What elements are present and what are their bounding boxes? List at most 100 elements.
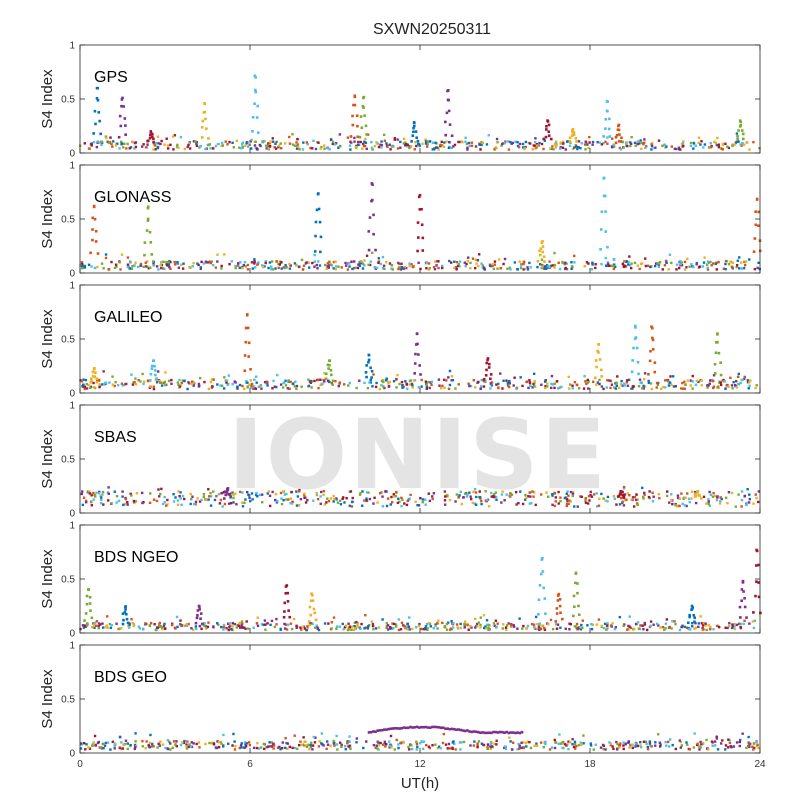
data-point bbox=[572, 133, 576, 136]
data-point bbox=[600, 492, 603, 496]
data-point bbox=[205, 498, 208, 502]
data-point bbox=[691, 625, 694, 628]
data-point bbox=[279, 491, 283, 495]
data-point bbox=[466, 259, 470, 263]
data-point bbox=[254, 90, 258, 94]
data-point bbox=[602, 135, 605, 138]
data-point bbox=[385, 142, 388, 145]
data-point bbox=[330, 264, 334, 267]
data-point bbox=[208, 495, 211, 498]
data-point bbox=[363, 264, 366, 267]
data-point bbox=[504, 140, 507, 143]
data-point bbox=[629, 141, 632, 144]
data-point bbox=[248, 743, 252, 747]
data-point bbox=[175, 740, 178, 743]
data-point bbox=[738, 119, 742, 122]
data-point bbox=[400, 742, 403, 745]
data-point bbox=[642, 143, 645, 146]
data-point bbox=[472, 730, 476, 733]
data-point bbox=[420, 378, 423, 382]
data-point bbox=[477, 621, 480, 624]
data-point bbox=[408, 264, 411, 268]
data-point bbox=[526, 624, 530, 628]
data-point bbox=[153, 144, 157, 147]
data-point bbox=[406, 627, 409, 631]
data-point bbox=[84, 378, 88, 382]
data-point bbox=[355, 737, 359, 740]
data-point bbox=[452, 145, 455, 148]
data-point bbox=[320, 145, 323, 149]
data-point bbox=[177, 383, 180, 387]
data-point bbox=[568, 499, 571, 502]
data-point bbox=[731, 387, 734, 390]
data-point bbox=[121, 490, 124, 493]
data-point bbox=[182, 741, 186, 745]
data-point bbox=[575, 625, 578, 628]
data-point bbox=[361, 262, 365, 266]
data-point bbox=[419, 373, 422, 376]
data-point bbox=[674, 385, 677, 388]
data-point bbox=[248, 143, 251, 146]
data-point bbox=[516, 748, 519, 751]
data-point bbox=[219, 498, 223, 502]
data-point bbox=[709, 627, 712, 631]
data-point bbox=[369, 260, 372, 263]
data-point bbox=[754, 493, 758, 496]
data-point bbox=[370, 369, 374, 373]
data-point bbox=[448, 747, 452, 750]
data-point bbox=[649, 620, 653, 623]
panel-background bbox=[80, 645, 760, 753]
data-point bbox=[657, 492, 661, 496]
data-point bbox=[414, 141, 417, 144]
data-point bbox=[358, 135, 362, 139]
data-point bbox=[89, 380, 93, 384]
data-point bbox=[707, 384, 710, 387]
data-point bbox=[338, 133, 342, 136]
data-point bbox=[400, 621, 404, 625]
data-point bbox=[546, 385, 549, 388]
data-point bbox=[124, 124, 127, 127]
data-point bbox=[247, 341, 251, 345]
data-point bbox=[315, 493, 319, 497]
data-point bbox=[288, 387, 291, 391]
data-point bbox=[88, 747, 92, 750]
data-point bbox=[176, 381, 180, 384]
data-point bbox=[306, 498, 309, 502]
data-point bbox=[490, 491, 493, 495]
data-point bbox=[428, 140, 432, 143]
data-point bbox=[398, 727, 401, 730]
data-point bbox=[409, 493, 412, 497]
data-point bbox=[572, 594, 576, 598]
data-point bbox=[338, 499, 342, 503]
data-point bbox=[520, 741, 523, 745]
data-point bbox=[198, 500, 202, 503]
data-point bbox=[157, 268, 160, 271]
data-point bbox=[285, 492, 288, 496]
data-point bbox=[317, 207, 321, 211]
data-point bbox=[329, 744, 332, 747]
data-point bbox=[579, 146, 582, 150]
data-point bbox=[105, 624, 109, 627]
data-point bbox=[574, 572, 578, 575]
data-point bbox=[713, 494, 717, 498]
data-point bbox=[659, 743, 662, 746]
data-point bbox=[592, 493, 596, 496]
data-point bbox=[397, 743, 400, 746]
data-point bbox=[504, 626, 508, 629]
data-point bbox=[238, 383, 242, 387]
data-point bbox=[585, 261, 589, 264]
data-point bbox=[145, 740, 148, 743]
data-point bbox=[466, 493, 469, 496]
data-point bbox=[565, 744, 568, 747]
data-point bbox=[544, 740, 547, 744]
data-point bbox=[664, 379, 667, 382]
data-point bbox=[337, 265, 340, 268]
data-point bbox=[695, 261, 699, 265]
data-point bbox=[270, 265, 273, 268]
data-point bbox=[602, 176, 606, 180]
data-point bbox=[128, 267, 131, 270]
data-point bbox=[305, 141, 308, 144]
data-point bbox=[742, 622, 745, 626]
data-point bbox=[518, 617, 521, 620]
